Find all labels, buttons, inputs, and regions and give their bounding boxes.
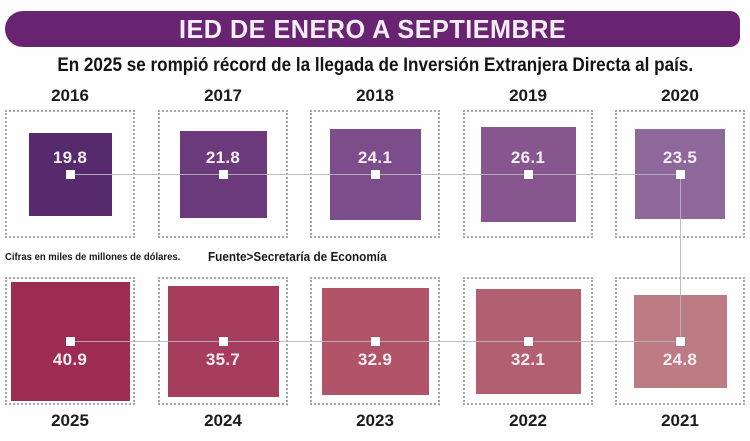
value-label-2025: 40.9 (52, 350, 88, 369)
source-note: Fuente>Secretaría de Economía (208, 250, 387, 264)
year-label-2016: 2016 (51, 86, 89, 105)
data-marker-2024 (218, 336, 228, 346)
data-marker-2023 (370, 336, 380, 346)
page-title: IED DE ENERO A SEPTIEMBRE (178, 13, 567, 44)
title-banner: IED DE ENERO A SEPTIEMBRE (5, 11, 740, 47)
year-label-2023: 2023 (356, 411, 394, 430)
value-label-2020: 23.5 (662, 148, 698, 167)
value-label-2023: 32.9 (357, 350, 393, 369)
data-marker-2021 (675, 336, 685, 346)
data-marker-2018 (370, 169, 380, 179)
year-label-2024: 2024 (204, 411, 242, 430)
year-label-2022: 2022 (509, 411, 547, 430)
year-label-2020: 2020 (661, 86, 699, 105)
connector-line-vertical (679, 174, 681, 341)
value-label-2017: 21.8 (205, 148, 241, 167)
value-label-2024: 35.7 (205, 350, 241, 369)
data-marker-2019 (523, 169, 533, 179)
value-label-2016: 19.8 (52, 148, 88, 167)
data-marker-2016 (65, 169, 75, 179)
data-marker-2025 (65, 336, 75, 346)
year-label-2018: 2018 (356, 86, 394, 105)
year-label-2025: 2025 (51, 411, 89, 430)
value-label-2018: 24.1 (357, 148, 393, 167)
year-label-2021: 2021 (661, 411, 699, 430)
data-marker-2022 (523, 336, 533, 346)
units-note: Cifras en miles de millones de dólares. (5, 252, 181, 263)
year-label-2019: 2019 (509, 86, 547, 105)
value-label-2022: 32.1 (510, 350, 546, 369)
value-label-2021: 24.8 (662, 350, 698, 369)
value-label-2019: 26.1 (510, 148, 546, 167)
data-marker-2017 (218, 169, 228, 179)
subtitle: En 2025 se rompió récord de la llegada d… (57, 55, 693, 76)
year-label-2017: 2017 (204, 86, 242, 105)
data-marker-2020 (675, 169, 685, 179)
